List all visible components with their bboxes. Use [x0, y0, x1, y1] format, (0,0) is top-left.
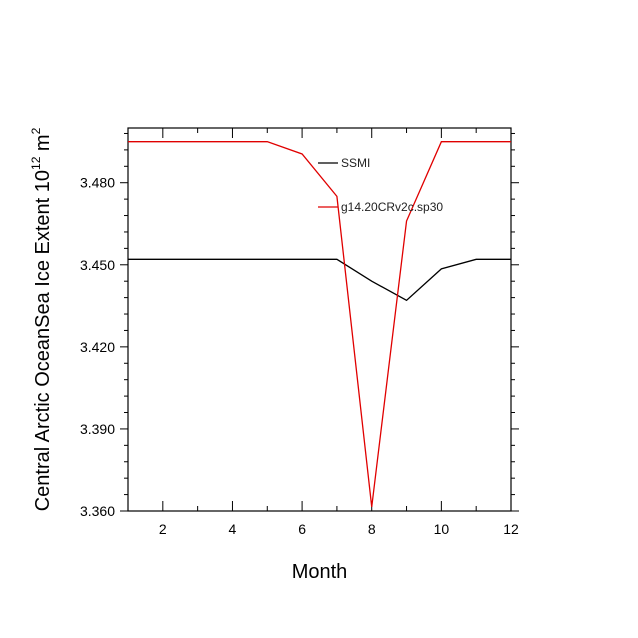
y-tick-label: 3.420: [80, 339, 115, 355]
x-tick-label: 10: [434, 521, 450, 537]
x-tick-label: 4: [229, 521, 237, 537]
x-tick-label: 2: [159, 521, 167, 537]
x-tick-label: 6: [298, 521, 306, 537]
y-axis-title-main: Central Arctic OceanSea Ice Extent 10: [32, 170, 54, 511]
y-axis-title-unit: m: [32, 134, 54, 156]
plot-frame: [127, 127, 512, 512]
y-axis-title-unit-exponent: 2: [29, 127, 43, 134]
series-lines: [128, 141, 511, 507]
y-tick-label: 3.360: [80, 503, 115, 519]
legend-label: g14.20CRv2c.sp30: [341, 200, 443, 214]
legend: SSMI g14.20CRv2c.sp30: [318, 156, 443, 214]
series-line-model: [128, 141, 511, 507]
axis-ticks: 2 4 6 8 10 12 3.360 3.390 3.420 3.450 3.480: [80, 128, 519, 537]
y-tick-label: 3.390: [80, 421, 115, 437]
x-tick-label: 12: [503, 521, 519, 537]
x-tick-label: 8: [368, 521, 376, 537]
y-axis-title-exponent: 12: [29, 156, 43, 170]
y-tick-label: 3.450: [80, 257, 115, 273]
y-axis-title: Central Arctic OceanSea Ice Extent 1012 …: [29, 127, 54, 511]
series-line-ssmi: [128, 258, 511, 302]
x-axis-title: Month: [292, 561, 348, 583]
y-tick-label: 3.480: [80, 175, 115, 191]
legend-label: SSMI: [341, 156, 370, 170]
